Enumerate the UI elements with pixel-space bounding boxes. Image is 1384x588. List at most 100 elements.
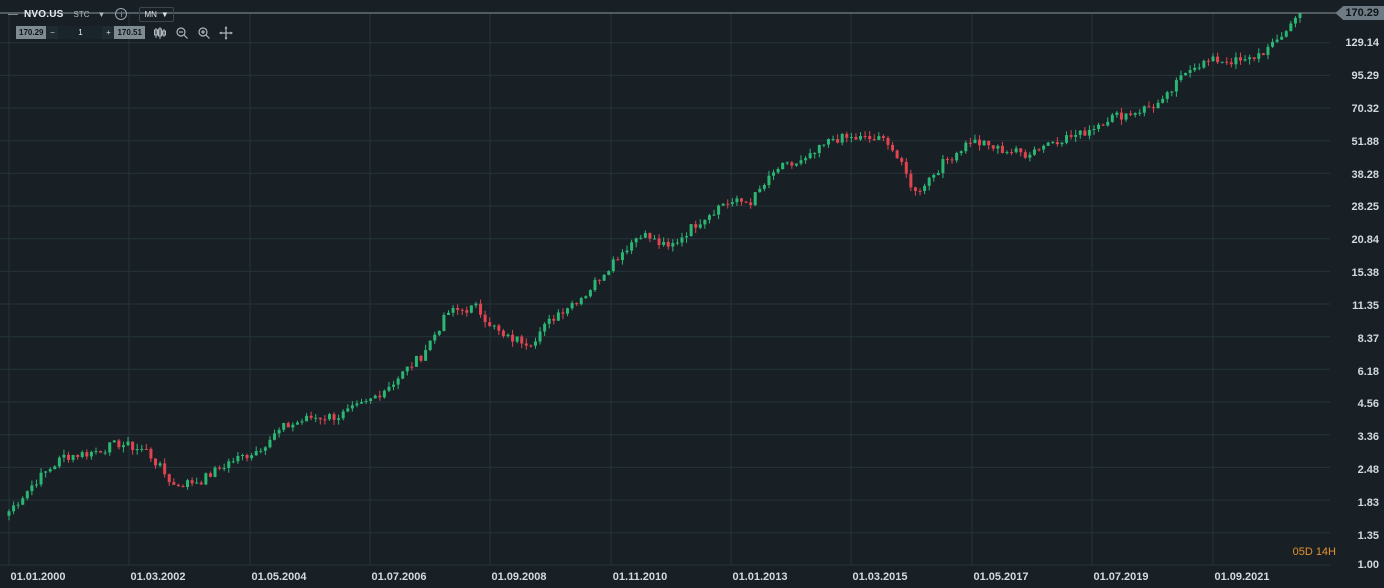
crosshair-icon[interactable] [218, 25, 233, 40]
price-tick-label: 28.25 [1351, 201, 1379, 213]
candle-body [39, 472, 43, 485]
candle-body [30, 485, 34, 492]
candle-body [131, 441, 135, 451]
price-tick-label: 1.35 [1357, 530, 1379, 542]
candle-body [694, 224, 698, 228]
candle-body [955, 153, 959, 161]
candle-body [1133, 113, 1137, 115]
candle-body [863, 136, 867, 138]
candle-body [195, 482, 199, 484]
candle-body [991, 145, 995, 149]
candle-body [396, 378, 400, 385]
candle-body [218, 467, 222, 469]
candle-body [616, 259, 620, 261]
quantity-input[interactable] [58, 26, 103, 39]
info-icon[interactable]: i [115, 8, 128, 20]
candle-body [744, 201, 748, 203]
candle-body [245, 455, 249, 459]
candle-body [250, 455, 254, 459]
candle-body [1266, 46, 1270, 56]
candle-body [1023, 152, 1027, 158]
candle-body [62, 454, 66, 458]
candle-body [433, 334, 437, 341]
timeframe-dropdown[interactable]: MN ▼ [139, 6, 174, 22]
collapse-dash-icon[interactable] [8, 13, 18, 15]
candle-body [822, 144, 826, 146]
candle-body [295, 422, 299, 425]
instrument-type-label: STC [73, 9, 90, 19]
candle-body [341, 411, 345, 419]
price-tick-label: 20.84 [1351, 234, 1379, 246]
candle-body [414, 355, 418, 367]
candle-body [859, 136, 863, 140]
date-tick-label: 01.03.2015 [852, 571, 908, 583]
candle-body [749, 202, 753, 206]
candle-body [176, 484, 180, 487]
decrease-quantity-button[interactable]: − [46, 26, 59, 39]
candle-body [172, 482, 176, 485]
candle-body [900, 158, 904, 162]
candle-body [1069, 135, 1073, 137]
chevron-down-icon[interactable]: ▼ [97, 9, 106, 19]
candle-body [808, 153, 812, 159]
candle-body [392, 384, 396, 387]
date-tick-label: 01.07.2019 [1093, 571, 1149, 583]
candle-body [1225, 61, 1229, 63]
candle-type-icon[interactable] [153, 26, 167, 40]
candle-body [886, 137, 890, 145]
candle-body [1229, 62, 1233, 65]
order-quantity-bar: 170.29 − + 170.51 [16, 25, 233, 40]
sell-price-button[interactable]: 170.29 [16, 26, 47, 39]
candle-body [12, 505, 16, 512]
candle-body [1293, 17, 1297, 24]
candle-body [1275, 39, 1279, 42]
candle-body [689, 224, 693, 237]
candle-body [538, 331, 542, 342]
date-tick-label: 01.09.2021 [1214, 571, 1270, 583]
candle-body [978, 139, 982, 146]
candle-body [1197, 67, 1201, 69]
candle-body [520, 336, 524, 344]
candle-body [305, 415, 309, 422]
candle-body [634, 238, 638, 243]
candle-body [135, 448, 139, 451]
price-tick-label: 11.35 [1352, 300, 1379, 312]
candle-body [533, 341, 537, 346]
candle-body [923, 185, 927, 192]
candle-body [588, 290, 592, 297]
date-tick-label: 01.01.2013 [732, 571, 788, 583]
candle-body [479, 303, 483, 315]
candle-body [186, 480, 190, 488]
candle-body [231, 461, 235, 463]
candle-body [1042, 145, 1046, 150]
candle-body [767, 175, 771, 186]
candle-body [877, 136, 881, 140]
candle-body [360, 402, 364, 404]
increase-quantity-button[interactable]: + [102, 26, 115, 39]
candle-body [25, 491, 29, 499]
candle-body [48, 469, 52, 472]
candle-body [268, 439, 272, 448]
candle-body [511, 334, 515, 342]
symbol-label[interactable]: NVO.US [24, 8, 64, 20]
candle-body [446, 312, 450, 315]
chevron-down-icon: ▼ [160, 9, 169, 19]
candle-body [881, 136, 885, 138]
candle-body [703, 219, 707, 225]
candle-body [781, 162, 785, 170]
zoom-out-icon[interactable] [175, 26, 189, 40]
candle-body [625, 250, 629, 253]
buy-price-button[interactable]: 170.51 [114, 26, 145, 39]
candle-body [57, 457, 61, 467]
candle-body [1010, 152, 1014, 154]
zoom-in-icon[interactable] [197, 26, 211, 40]
candle-body [891, 144, 895, 151]
candle-body [373, 395, 377, 399]
candle-body [1032, 149, 1036, 155]
candle-body [1161, 98, 1165, 103]
candle-body [758, 188, 762, 193]
candle-body [987, 140, 991, 146]
candle-body [1174, 80, 1178, 92]
